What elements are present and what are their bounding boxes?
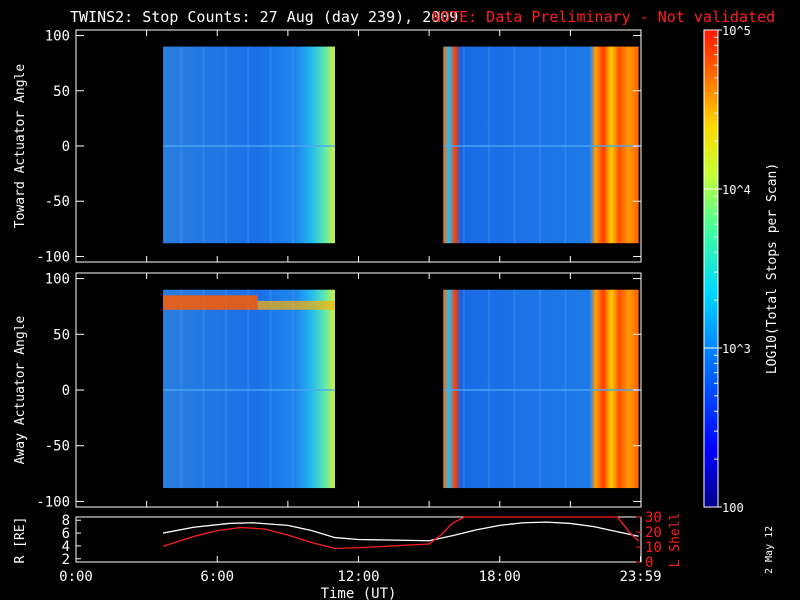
- date-stamp: 2 May 12: [764, 525, 775, 574]
- stripe: [488, 46, 491, 244]
- xtick-label: 12:00: [337, 569, 379, 585]
- ytick-left-label: 4: [62, 539, 70, 555]
- ytick-right-label: 20: [645, 525, 662, 541]
- toward-panel: 100 50 0 -50 -100 Toward Actuator Angle: [13, 29, 642, 265]
- zero-line: [443, 389, 639, 391]
- colorbar-gradient: [703, 29, 719, 508]
- zero-line: [163, 389, 335, 391]
- xtick-label: 23:59: [619, 569, 661, 585]
- ytick-label: 50: [53, 327, 70, 343]
- stripe: [462, 46, 465, 244]
- stripe: [180, 46, 183, 244]
- title-bar: TWINS2: Stop Counts: 27 Aug (day 239), 2…: [0, 6, 800, 30]
- toward-block-1: [163, 46, 335, 244]
- xtick-label: 6:00: [200, 569, 234, 585]
- zero-line: [443, 145, 639, 147]
- stripe: [513, 46, 516, 244]
- away-hot-band: [163, 295, 258, 310]
- colorbar-tick-label: 10^5: [722, 24, 751, 38]
- colorbar-label: LOG10(Total Stops per Scan): [765, 163, 780, 374]
- ytick-left-label: 8: [62, 513, 70, 529]
- orbit-xlabel: Time (UT): [321, 586, 397, 600]
- ytick-label: -50: [45, 439, 70, 455]
- stripe: [202, 289, 205, 489]
- ytick-right-label: 10: [645, 540, 662, 556]
- colorbar: 10^5 10^4 10^3 100 LOG10(Total Stops per Sca…: [703, 24, 780, 515]
- ytick-right-label: 0: [645, 555, 653, 571]
- colorbar-tick-label: 10^4: [722, 183, 751, 197]
- stripe: [269, 46, 272, 244]
- chart-title: TWINS2: Stop Counts: 27 Aug (day 239), 2…: [70, 8, 459, 26]
- orbit-ylabel-right: L Shell: [668, 513, 683, 568]
- stripe: [247, 289, 250, 489]
- stripe: [202, 46, 205, 244]
- stripe: [269, 289, 272, 489]
- stripe: [462, 289, 465, 489]
- toward-ylabel: Toward Actuator Angle: [13, 64, 28, 229]
- ytick-label: 0: [62, 139, 70, 155]
- xtick-label: 0:00: [59, 569, 93, 585]
- stripe: [538, 289, 541, 489]
- ytick-left-label: 2: [62, 552, 70, 568]
- xtick-label: 18:00: [479, 569, 521, 585]
- colorbar-tick-label: 100: [722, 501, 744, 515]
- ytick-label: -50: [45, 194, 70, 210]
- ytick-label: 0: [62, 383, 70, 399]
- stripe: [513, 289, 516, 489]
- away-warm-band: [257, 300, 335, 310]
- ytick-right-label: 30: [645, 510, 662, 526]
- orbit-ylabel-left: R [RE]: [13, 517, 28, 564]
- away-block-2: [443, 289, 639, 489]
- toward-block-2: [443, 46, 639, 244]
- preliminary-note: NOTE: Data Preliminary - Not validated: [432, 8, 776, 26]
- ytick-label: 50: [53, 84, 70, 100]
- stripe: [291, 289, 294, 489]
- away-panel: 100 50 0 -50 -100 Away Actuator Angle: [13, 272, 642, 510]
- ytick-label: -100: [36, 249, 70, 265]
- orbit-series-r: [162, 521, 639, 542]
- zero-line: [163, 145, 335, 147]
- stripe: [589, 289, 592, 489]
- ytick-label: 100: [45, 29, 70, 45]
- stripe: [564, 46, 567, 244]
- stripe: [224, 46, 227, 244]
- orbit-series-lshell: [162, 516, 640, 550]
- away-ylabel: Away Actuator Angle: [13, 315, 28, 464]
- colorbar-tick-label: 10^3: [722, 342, 751, 356]
- stripe: [538, 46, 541, 244]
- stripe: [291, 46, 294, 244]
- ytick-label: 100: [45, 272, 70, 288]
- stripe: [488, 289, 491, 489]
- stripe: [564, 289, 567, 489]
- away-block-1: [163, 289, 335, 489]
- stripe: [224, 289, 227, 489]
- stripe: [589, 46, 592, 244]
- ytick-left-label: 6: [62, 526, 70, 542]
- stripe: [247, 46, 250, 244]
- stripe: [180, 289, 183, 489]
- ytick-label: -100: [36, 494, 70, 510]
